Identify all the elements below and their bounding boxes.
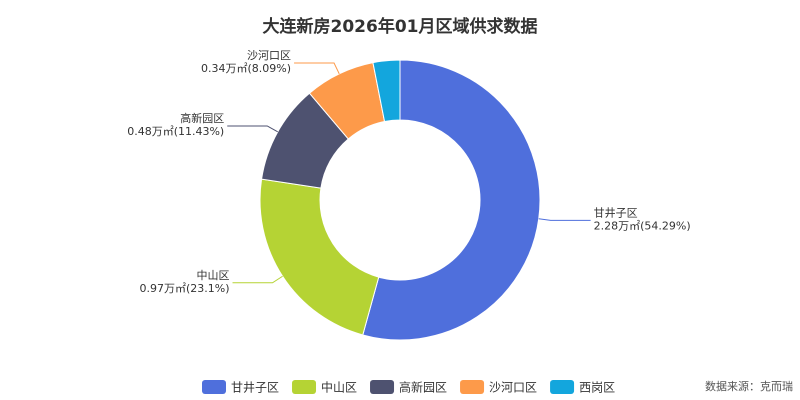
value-label: 0.48万㎡(11.43%) — [127, 125, 224, 138]
legend-item[interactable]: 中山区 — [292, 380, 357, 395]
legend-swatch — [292, 380, 317, 394]
value-label: 0.34万㎡(8.09%) — [201, 62, 291, 75]
legend-item[interactable]: 沙河口区 — [460, 380, 537, 395]
leader-line — [232, 275, 283, 284]
legend-swatch — [460, 380, 485, 394]
legend-label: 西岗区 — [579, 381, 615, 395]
legend-item[interactable]: 高新园区 — [370, 380, 447, 395]
donut-slice — [259, 178, 380, 336]
legend-swatch — [550, 380, 575, 394]
slice-label: 高新园区 — [180, 111, 224, 125]
slice-label: 甘井子区 — [594, 205, 638, 219]
legend-label: 中山区 — [321, 380, 357, 395]
donut-slice — [362, 59, 541, 341]
value-label: 2.28万㎡(54.29%) — [594, 219, 691, 232]
source-note: 数据来源：克而瑞 — [705, 379, 793, 393]
leader-line — [227, 125, 278, 133]
legend-swatch — [202, 380, 226, 394]
leader-line — [294, 62, 340, 75]
legend-label: 沙河口区 — [489, 381, 537, 395]
legend-label: 高新园区 — [399, 380, 447, 395]
legend-label: 甘井子区 — [231, 381, 279, 395]
legend-swatch — [370, 380, 395, 394]
legend-item[interactable]: 甘井子区 — [202, 380, 279, 395]
legend-item[interactable]: 西岗区 — [550, 380, 615, 395]
value-label: 0.97万㎡(23.1%) — [139, 282, 229, 295]
leader-line — [538, 218, 591, 221]
slice-label: 沙河口区 — [247, 49, 291, 62]
donut-slice — [372, 59, 401, 123]
chart-title: 大连新房2026年01月区域供求数据 — [263, 16, 538, 37]
slice-label: 中山区 — [197, 269, 230, 282]
